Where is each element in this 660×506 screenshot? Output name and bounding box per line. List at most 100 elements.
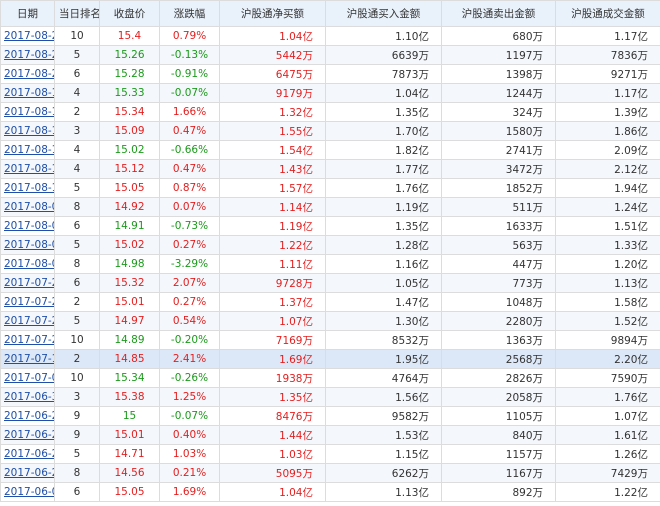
cell-net: 7169万 bbox=[219, 330, 326, 350]
cell-date: 2017-07-27 bbox=[0, 292, 55, 312]
cell-close: 15.28 bbox=[99, 64, 160, 84]
cell-sell: 1167万 bbox=[441, 463, 556, 483]
cell-rank: 10 bbox=[54, 330, 100, 350]
date-link[interactable]: 2017-08-14 bbox=[4, 144, 54, 156]
cell-net: 1.43亿 bbox=[219, 159, 326, 179]
cell-buy: 1.35亿 bbox=[325, 216, 442, 236]
date-link[interactable]: 2017-07-27 bbox=[4, 296, 54, 308]
header-sell[interactable]: 沪股通卖出金额 bbox=[441, 0, 556, 27]
date-link[interactable]: 2017-08-11 bbox=[4, 163, 54, 175]
date-link[interactable]: 2017-08-04 bbox=[4, 258, 54, 270]
cell-pct: 0.79% bbox=[159, 26, 220, 46]
table-row: 2017-08-22515.26-0.13%5442万6639万1197万783… bbox=[0, 45, 660, 65]
cell-rank: 2 bbox=[54, 349, 100, 369]
date-link[interactable]: 2017-06-27 bbox=[4, 429, 54, 441]
date-link[interactable]: 2017-08-17 bbox=[4, 87, 54, 99]
date-link[interactable]: 2017-08-15 bbox=[4, 125, 54, 137]
header-buy[interactable]: 沪股通买入金额 bbox=[325, 0, 442, 27]
date-link[interactable]: 2017-08-22 bbox=[4, 49, 54, 61]
cell-buy: 1.15亿 bbox=[325, 444, 442, 464]
cell-buy: 4764万 bbox=[325, 368, 442, 388]
cell-sell: 2741万 bbox=[441, 140, 556, 160]
cell-date: 2017-08-14 bbox=[0, 140, 55, 160]
date-link[interactable]: 2017-06-28 bbox=[4, 410, 54, 422]
cell-turn: 1.33亿 bbox=[555, 235, 660, 255]
cell-pct: -0.07% bbox=[159, 83, 220, 103]
cell-buy: 1.77亿 bbox=[325, 159, 442, 179]
table-row: 2017-07-031015.34-0.26%1938万4764万2826万75… bbox=[0, 368, 660, 388]
cell-pct: 0.54% bbox=[159, 311, 220, 331]
table-row: 2017-08-14415.02-0.66%1.54亿1.82亿2741万2.0… bbox=[0, 140, 660, 160]
cell-pct: -0.07% bbox=[159, 406, 220, 426]
cell-rank: 2 bbox=[54, 292, 100, 312]
cell-buy: 8532万 bbox=[325, 330, 442, 350]
date-link[interactable]: 2017-08-09 bbox=[4, 201, 54, 213]
date-link[interactable]: 2017-06-20 bbox=[4, 467, 54, 479]
cell-turn: 9271万 bbox=[555, 64, 660, 84]
cell-pct: -0.20% bbox=[159, 330, 220, 350]
cell-close: 14.56 bbox=[99, 463, 160, 483]
cell-turn: 2.20亿 bbox=[555, 349, 660, 369]
cell-pct: -0.66% bbox=[159, 140, 220, 160]
date-link[interactable]: 2017-08-07 bbox=[4, 239, 54, 251]
date-link[interactable]: 2017-06-21 bbox=[4, 448, 54, 460]
date-link[interactable]: 2017-07-03 bbox=[4, 372, 54, 384]
cell-rank: 5 bbox=[54, 444, 100, 464]
cell-buy: 1.30亿 bbox=[325, 311, 442, 331]
cell-pct: -0.26% bbox=[159, 368, 220, 388]
cell-buy: 1.19亿 bbox=[325, 197, 442, 217]
header-rank[interactable]: 当日排名 bbox=[54, 0, 100, 27]
header-close[interactable]: 收盘价 bbox=[99, 0, 160, 27]
cell-turn: 1.13亿 bbox=[555, 273, 660, 293]
cell-net: 1.14亿 bbox=[219, 197, 326, 217]
cell-turn: 1.39亿 bbox=[555, 102, 660, 122]
table-row: 2017-08-15315.090.47%1.55亿1.70亿1580万1.86… bbox=[0, 121, 660, 141]
date-link[interactable]: 2017-07-14 bbox=[4, 353, 54, 365]
date-link[interactable]: 2017-08-21 bbox=[4, 68, 54, 80]
cell-buy: 6639万 bbox=[325, 45, 442, 65]
cell-net: 1.69亿 bbox=[219, 349, 326, 369]
header-turnover[interactable]: 沪股通成交金额 bbox=[555, 0, 660, 27]
date-link[interactable]: 2017-07-26 bbox=[4, 315, 54, 327]
cell-net: 5442万 bbox=[219, 45, 326, 65]
cell-pct: 1.25% bbox=[159, 387, 220, 407]
cell-buy: 1.53亿 bbox=[325, 425, 442, 445]
cell-close: 15.34 bbox=[99, 102, 160, 122]
date-link[interactable]: 2017-06-08 bbox=[4, 486, 54, 498]
cell-sell: 2280万 bbox=[441, 311, 556, 331]
cell-net: 6475万 bbox=[219, 64, 326, 84]
cell-pct: 2.07% bbox=[159, 273, 220, 293]
table-header-row: 日期 当日排名 收盘价 涨跌幅 沪股通净买额 沪股通买入金额 沪股通卖出金额 沪… bbox=[0, 0, 660, 27]
cell-date: 2017-08-29 bbox=[0, 26, 55, 46]
cell-net: 1938万 bbox=[219, 368, 326, 388]
cell-buy: 1.82亿 bbox=[325, 140, 442, 160]
cell-close: 15.12 bbox=[99, 159, 160, 179]
cell-rank: 3 bbox=[54, 387, 100, 407]
cell-close: 14.89 bbox=[99, 330, 160, 350]
cell-turn: 1.76亿 bbox=[555, 387, 660, 407]
date-link[interactable]: 2017-08-29 bbox=[4, 30, 54, 42]
table-row: 2017-07-27215.010.27%1.37亿1.47亿1048万1.58… bbox=[0, 292, 660, 312]
cell-pct: 0.27% bbox=[159, 292, 220, 312]
date-link[interactable]: 2017-07-25 bbox=[4, 334, 54, 346]
cell-pct: -0.91% bbox=[159, 64, 220, 84]
cell-date: 2017-06-30 bbox=[0, 387, 55, 407]
header-date[interactable]: 日期 bbox=[0, 0, 55, 27]
cell-pct: 0.47% bbox=[159, 121, 220, 141]
cell-close: 15.05 bbox=[99, 178, 160, 198]
date-link[interactable]: 2017-08-16 bbox=[4, 106, 54, 118]
header-net-buy[interactable]: 沪股通净买额 bbox=[219, 0, 326, 27]
cell-close: 14.97 bbox=[99, 311, 160, 331]
date-link[interactable]: 2017-08-08 bbox=[4, 220, 54, 232]
date-link[interactable]: 2017-07-28 bbox=[4, 277, 54, 289]
cell-buy: 1.56亿 bbox=[325, 387, 442, 407]
cell-rank: 8 bbox=[54, 254, 100, 274]
cell-close: 14.85 bbox=[99, 349, 160, 369]
header-pct[interactable]: 涨跌幅 bbox=[159, 0, 220, 27]
date-link[interactable]: 2017-06-30 bbox=[4, 391, 54, 403]
date-link[interactable]: 2017-08-10 bbox=[4, 182, 54, 194]
